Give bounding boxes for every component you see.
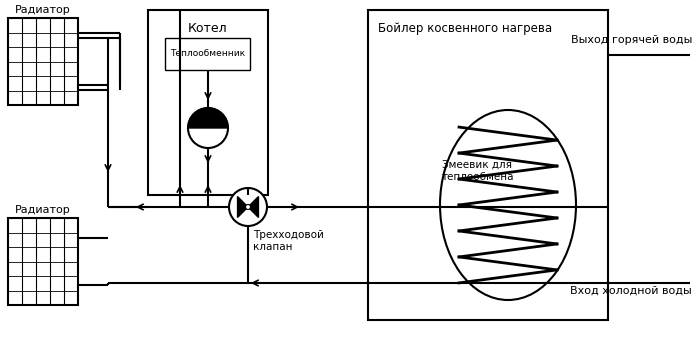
Circle shape bbox=[246, 204, 251, 209]
Polygon shape bbox=[248, 197, 258, 217]
Bar bbox=[368, 10, 608, 320]
Text: Змеевик для
теплообмена: Змеевик для теплообмена bbox=[442, 160, 514, 182]
Circle shape bbox=[229, 188, 267, 226]
Text: Котел: Котел bbox=[188, 22, 228, 35]
Bar bbox=[8, 18, 78, 105]
Polygon shape bbox=[237, 197, 248, 217]
Bar bbox=[148, 10, 268, 195]
Bar bbox=[8, 218, 78, 305]
Circle shape bbox=[188, 108, 228, 148]
Text: Радиатор: Радиатор bbox=[15, 5, 71, 15]
Text: Бойлер косвенного нагрева: Бойлер косвенного нагрева bbox=[378, 22, 552, 35]
Polygon shape bbox=[188, 108, 228, 128]
Text: Выход горячей воды: Выход горячей воды bbox=[570, 35, 692, 45]
Text: Радиатор: Радиатор bbox=[15, 205, 71, 215]
Bar bbox=[165, 38, 250, 70]
Text: Вход холодной воды: Вход холодной воды bbox=[570, 286, 692, 296]
Text: Трехходовой
клапан: Трехходовой клапан bbox=[253, 230, 324, 252]
Text: Теплообменник: Теплообменник bbox=[170, 49, 245, 58]
